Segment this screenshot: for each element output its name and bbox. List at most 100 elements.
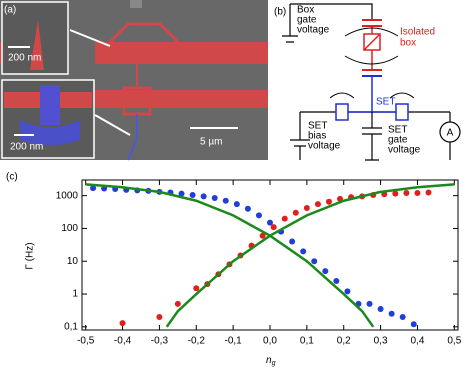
scale-label: 5 µm (200, 137, 222, 148)
bias-source (290, 111, 450, 160)
x-axis-label-sub: g (272, 360, 276, 367)
sem-image: (a) 200 nm 200 nm 5 µm (0, 0, 268, 161)
data-point (300, 248, 307, 255)
label: gate (388, 135, 408, 146)
panel-label: (a) (4, 5, 16, 16)
circuit: (b) Box gate voltage Isolated box SET bi… (274, 3, 461, 161)
y-tick-label: 100 (61, 223, 78, 234)
label: Box (297, 5, 314, 16)
x-tick-label: -0,5 (77, 336, 95, 347)
data-point (333, 277, 340, 284)
chart: (c) Γ (Hz) ng -0,5 -0,4 -0,3 -0,2 -0,1 0,0 0,1… (6, 172, 462, 367)
data-point (119, 320, 126, 327)
ammeter (439, 121, 461, 143)
data-point (267, 219, 273, 226)
arrow (69, 29, 111, 47)
x-tick-label: 0,2 (337, 336, 351, 347)
wire (290, 3, 373, 20)
x-tick-label: 0,3 (374, 336, 388, 347)
label: voltage (388, 145, 421, 156)
x-tick-label: 0,0 (263, 336, 277, 347)
tunnel-arrow (344, 27, 399, 65)
junction (363, 33, 381, 51)
data-point (425, 189, 432, 196)
scale-label: 200 nm (8, 53, 41, 64)
label: SET (308, 121, 327, 132)
junction (335, 103, 349, 121)
data-point (189, 191, 196, 198)
data-point (281, 215, 288, 222)
data-point (311, 258, 318, 265)
x-axis-label: ng (266, 355, 276, 367)
data-point (178, 190, 185, 197)
inset-set (20, 120, 80, 145)
junction (395, 103, 409, 121)
x-axis-label-base: n (266, 355, 272, 366)
data-point (403, 190, 410, 197)
y-tick-label: 1000 (56, 190, 79, 201)
wire (365, 142, 451, 161)
fit-curve (165, 183, 455, 328)
y-tick-label: 10 (67, 256, 79, 267)
data-point (377, 305, 384, 312)
scale-label: 200 nm (10, 142, 43, 153)
label: bias (308, 131, 326, 142)
y-tick-label: 0,1 (64, 321, 78, 332)
inset-junction (30, 20, 44, 70)
data-point (193, 285, 200, 292)
data-point (244, 205, 251, 212)
label: SET (376, 97, 395, 108)
gate-capacitor (362, 112, 382, 160)
fit-curve (85, 183, 375, 328)
data-point (174, 300, 181, 307)
tunnel-arrow (329, 92, 415, 99)
data-point (388, 310, 395, 317)
label: voltage (308, 141, 341, 152)
data-point (259, 232, 266, 239)
data-point (292, 209, 299, 216)
data-point (211, 194, 218, 201)
label: A (447, 128, 454, 139)
data-point (156, 313, 163, 320)
x-tick-label: 0,4 (410, 336, 424, 347)
electrode (60, 90, 268, 108)
data-point (90, 185, 97, 192)
data-point (344, 288, 351, 295)
data-point (392, 190, 399, 197)
data-point (410, 321, 417, 328)
inset-set (40, 85, 60, 125)
y-axis-label: Γ (Hz) (25, 242, 36, 269)
data-point (314, 201, 321, 208)
data-point (322, 268, 329, 275)
x-tick-label: -0,3 (151, 336, 169, 347)
x-tick-label: -0,4 (114, 336, 132, 347)
y-tick-label: 1 (72, 289, 78, 300)
data-point (366, 300, 373, 307)
arrow (94, 114, 131, 136)
x-tick-label: 0,1 (300, 336, 314, 347)
plot-frame (81, 179, 459, 331)
data-point (222, 197, 229, 204)
label: Isolated (400, 27, 435, 38)
label: SET (388, 125, 407, 136)
set-lead (127, 114, 138, 161)
label: box (400, 38, 416, 49)
data-point (255, 212, 262, 219)
data-point (270, 224, 277, 231)
data-point (325, 198, 332, 205)
lead (130, 0, 142, 8)
data-point (200, 193, 207, 200)
data-point (289, 238, 296, 245)
data-point (399, 313, 406, 320)
x-tick-label: -0,2 (188, 336, 206, 347)
x-tick-label: 0,5 (447, 336, 461, 347)
data-point (414, 190, 421, 197)
panel-label: (c) (6, 172, 18, 183)
electrode (95, 42, 268, 64)
data-point (303, 205, 310, 212)
panel-label: (b) (274, 7, 286, 18)
data-point (233, 201, 240, 208)
label: voltage (297, 25, 330, 36)
